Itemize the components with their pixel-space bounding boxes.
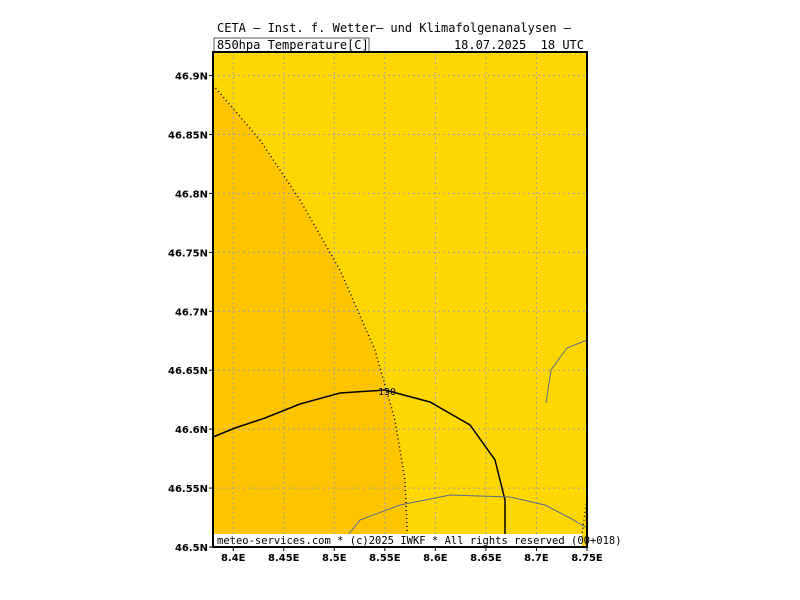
y-tick-label: 46.7N: [175, 307, 208, 318]
contour-line: [212, 389, 506, 547]
x-tick-label: 8.75E: [571, 553, 603, 564]
cool-region: [213, 85, 408, 547]
y-tick-label: 46.75N: [168, 248, 208, 259]
border-line: [545, 339, 588, 404]
contour-label: 130: [378, 387, 396, 398]
y-tick-label: 46.5N: [175, 543, 208, 554]
map-frame: [212, 51, 588, 548]
border-line: [339, 494, 588, 546]
x-tick-label: 8.4E: [221, 553, 246, 564]
region-boundary: [212, 84, 409, 548]
x-tick-label: 8.55E: [369, 553, 401, 564]
header-title: CETA – Inst. f. Wetter– und Klimafolgena…: [217, 21, 572, 35]
x-tick-label: 8.5E: [322, 553, 347, 564]
y-tick-label: 46.9N: [175, 72, 208, 83]
footer-box: [214, 534, 582, 546]
region-boundary: [579, 499, 588, 548]
footer-text: meteo-services.com * (c)2025 IWKF * All …: [217, 535, 622, 547]
x-tick-label: 8.6E: [423, 553, 448, 564]
x-tick-label: 8.7E: [524, 553, 549, 564]
y-tick-label: 46.65N: [168, 366, 208, 377]
variable-label: 850hpa_Temperature[C]: [217, 38, 369, 52]
y-tick-label: 46.85N: [168, 131, 208, 142]
grid: [213, 52, 588, 548]
y-tick-label: 46.55N: [168, 484, 208, 495]
x-tick-label: 8.45E: [268, 553, 300, 564]
x-tick-label: 8.65E: [470, 553, 502, 564]
y-tick-label: 46.8N: [175, 189, 208, 200]
datetime-label: 18.07.2025 18 UTC: [454, 38, 584, 52]
y-tick-label: 46.6N: [175, 425, 208, 436]
